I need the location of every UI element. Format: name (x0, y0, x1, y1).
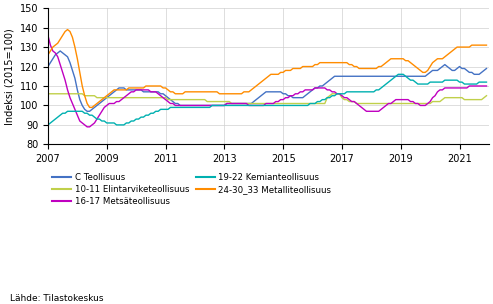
Legend: C Teollisuus, 10-11 Elintarviketeollisuus, 16-17 Metsäteollisuus, 19-22 Kemiante: C Teollisuus, 10-11 Elintarviketeollisuu… (52, 173, 331, 206)
Y-axis label: Indeksi (2015=100): Indeksi (2015=100) (4, 28, 14, 125)
Text: Lähde: Tilastokeskus: Lähde: Tilastokeskus (10, 294, 104, 303)
